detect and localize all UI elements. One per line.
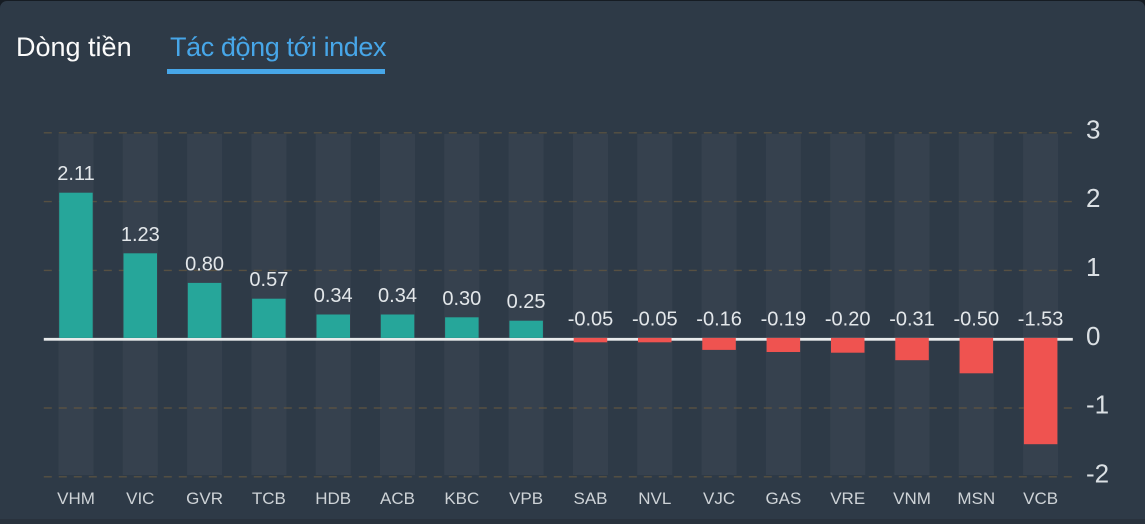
svg-text:-0.16: -0.16 bbox=[696, 308, 742, 330]
svg-text:0.34: 0.34 bbox=[314, 285, 353, 307]
svg-text:TCB: TCB bbox=[252, 489, 286, 508]
svg-text:0.80: 0.80 bbox=[185, 253, 224, 275]
svg-text:KBC: KBC bbox=[444, 489, 479, 508]
svg-text:-0.05: -0.05 bbox=[568, 308, 614, 330]
svg-text:-1.53: -1.53 bbox=[1018, 308, 1064, 330]
svg-text:VPB: VPB bbox=[509, 489, 543, 508]
svg-text:2.11: 2.11 bbox=[57, 163, 94, 185]
svg-text:SAB: SAB bbox=[573, 489, 607, 508]
svg-text:0.30: 0.30 bbox=[442, 288, 481, 310]
svg-text:0: 0 bbox=[1086, 321, 1100, 351]
svg-text:2: 2 bbox=[1086, 183, 1100, 213]
svg-text:GAS: GAS bbox=[765, 489, 801, 508]
svg-text:0.25: 0.25 bbox=[507, 291, 546, 313]
svg-text:-2: -2 bbox=[1086, 458, 1109, 488]
svg-text:-0.31: -0.31 bbox=[889, 308, 935, 330]
svg-text:1: 1 bbox=[1086, 252, 1100, 282]
svg-text:VRE: VRE bbox=[830, 489, 865, 508]
svg-text:VJC: VJC bbox=[703, 489, 735, 508]
svg-text:1.23: 1.23 bbox=[121, 224, 160, 246]
svg-text:MSN: MSN bbox=[957, 489, 995, 508]
svg-text:VCB: VCB bbox=[1023, 489, 1058, 508]
svg-text:3: 3 bbox=[1086, 115, 1100, 145]
svg-text:0.34: 0.34 bbox=[378, 285, 417, 307]
svg-text:0.57: 0.57 bbox=[249, 269, 288, 291]
svg-text:VNM: VNM bbox=[893, 489, 931, 508]
svg-text:-1: -1 bbox=[1086, 390, 1109, 420]
svg-text:-0.05: -0.05 bbox=[632, 308, 678, 330]
svg-text:-0.20: -0.20 bbox=[825, 308, 871, 330]
svg-text:VHM: VHM bbox=[57, 489, 95, 508]
svg-text:GVR: GVR bbox=[186, 489, 223, 508]
svg-text:-0.19: -0.19 bbox=[761, 308, 807, 330]
svg-text:VIC: VIC bbox=[126, 489, 154, 508]
svg-text:ACB: ACB bbox=[380, 489, 415, 508]
svg-text:NVL: NVL bbox=[638, 489, 671, 508]
svg-text:HDB: HDB bbox=[315, 489, 351, 508]
svg-text:-0.50: -0.50 bbox=[954, 308, 1000, 330]
